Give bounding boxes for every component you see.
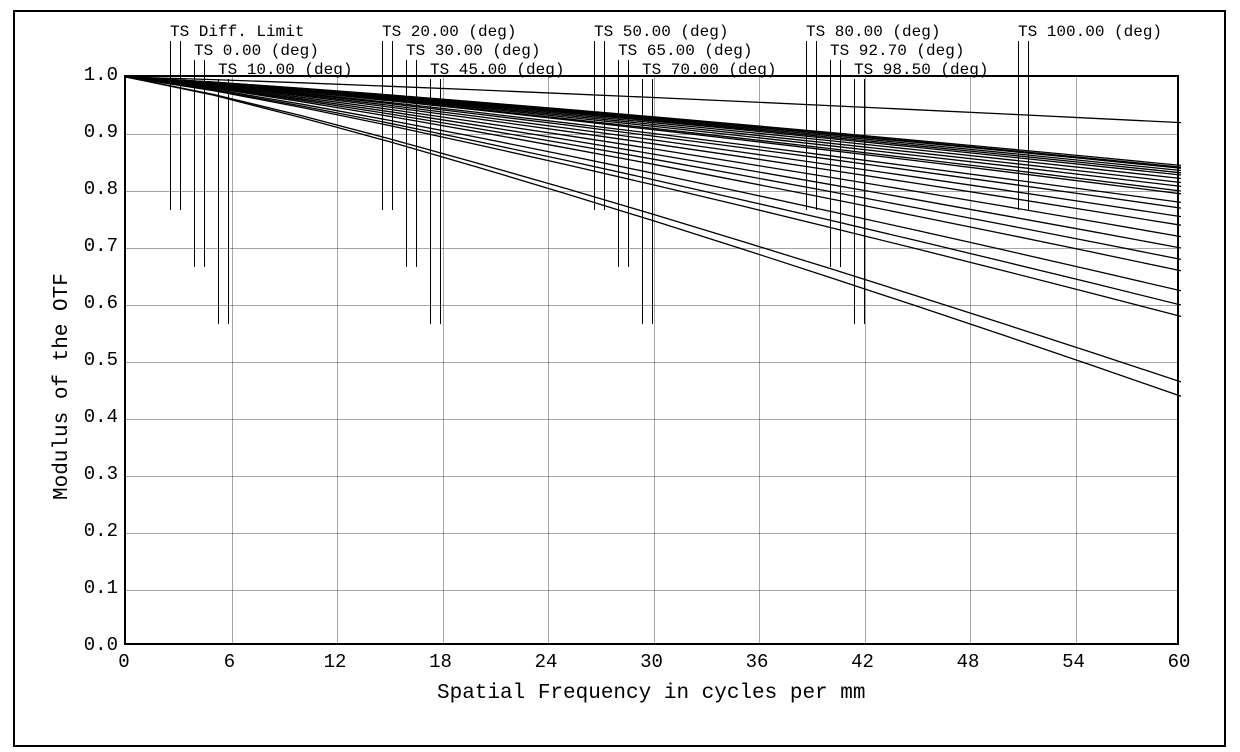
legend-tick bbox=[854, 79, 855, 324]
legend-label: TS 70.00 (deg) bbox=[642, 61, 776, 79]
gridline-v bbox=[1076, 77, 1077, 643]
legend-tick bbox=[228, 79, 229, 324]
legend-label: TS 100.00 (deg) bbox=[1018, 23, 1162, 41]
legend-label: TS 10.00 (deg) bbox=[218, 61, 352, 79]
legend-tick bbox=[816, 41, 817, 210]
legend-label: TS 80.00 (deg) bbox=[806, 23, 940, 41]
y-tick-label: 0.4 bbox=[80, 406, 118, 428]
legend-label: TS 50.00 (deg) bbox=[594, 23, 728, 41]
legend-label: TS 45.00 (deg) bbox=[430, 61, 564, 79]
x-tick-label: 42 bbox=[851, 651, 874, 673]
gridline-v bbox=[970, 77, 971, 643]
y-axis-label: Modulus of the OTF bbox=[51, 273, 74, 500]
gridline-v bbox=[337, 77, 338, 643]
legend-tick bbox=[170, 41, 171, 210]
gridline-h bbox=[126, 476, 1177, 477]
x-axis-label: Spatial Frequency in cycles per mm bbox=[437, 682, 865, 705]
legend-tick bbox=[864, 79, 865, 324]
legend-tick bbox=[430, 79, 431, 324]
y-tick-label: 0.0 bbox=[80, 634, 118, 656]
legend-tick bbox=[652, 79, 653, 324]
legend-tick bbox=[218, 79, 219, 324]
x-tick-label: 30 bbox=[640, 651, 663, 673]
x-tick-label: 54 bbox=[1062, 651, 1085, 673]
x-tick-label: 48 bbox=[957, 651, 980, 673]
legend-tick bbox=[594, 41, 595, 210]
y-tick-label: 0.9 bbox=[80, 121, 118, 143]
legend-tick bbox=[416, 60, 417, 267]
legend-tick bbox=[1018, 41, 1019, 210]
y-tick-label: 0.2 bbox=[80, 520, 118, 542]
legend-tick bbox=[642, 79, 643, 324]
legend-tick bbox=[1028, 41, 1029, 210]
chart-container: Spatial Frequency in cycles per mm Modul… bbox=[0, 0, 1240, 752]
gridline-h bbox=[126, 590, 1177, 591]
y-tick-label: 0.1 bbox=[80, 577, 118, 599]
y-tick-label: 0.6 bbox=[80, 292, 118, 314]
gridline-v bbox=[232, 77, 233, 643]
legend-tick bbox=[392, 41, 393, 210]
gridline-v bbox=[443, 77, 444, 643]
x-tick-label: 60 bbox=[1168, 651, 1191, 673]
gridline-v bbox=[548, 77, 549, 643]
legend-label: TS 20.00 (deg) bbox=[382, 23, 516, 41]
legend-tick bbox=[382, 41, 383, 210]
x-tick-label: 6 bbox=[224, 651, 235, 673]
gridline-v bbox=[759, 77, 760, 643]
gridline-v bbox=[654, 77, 655, 643]
legend-tick bbox=[628, 60, 629, 267]
y-tick-label: 0.5 bbox=[80, 349, 118, 371]
legend-tick bbox=[840, 60, 841, 267]
y-tick-label: 1.0 bbox=[80, 64, 118, 86]
legend-label: TS 30.00 (deg) bbox=[406, 42, 540, 60]
y-tick-label: 0.3 bbox=[80, 463, 118, 485]
legend-tick bbox=[618, 60, 619, 267]
legend-label: TS 65.00 (deg) bbox=[618, 42, 752, 60]
gridline-h bbox=[126, 362, 1177, 363]
x-tick-label: 0 bbox=[118, 651, 129, 673]
x-tick-label: 24 bbox=[535, 651, 558, 673]
legend-tick bbox=[830, 60, 831, 267]
legend-tick bbox=[204, 60, 205, 267]
legend-tick bbox=[194, 60, 195, 267]
legend-label: TS 92.70 (deg) bbox=[830, 42, 964, 60]
legend-tick bbox=[180, 41, 181, 210]
legend-tick bbox=[604, 41, 605, 210]
y-tick-label: 0.8 bbox=[80, 178, 118, 200]
x-tick-label: 36 bbox=[746, 651, 769, 673]
legend-tick bbox=[440, 79, 441, 324]
x-tick-label: 18 bbox=[429, 651, 452, 673]
gridline-h bbox=[126, 419, 1177, 420]
x-tick-label: 12 bbox=[324, 651, 347, 673]
legend-label: TS 98.50 (deg) bbox=[854, 61, 988, 79]
legend-tick bbox=[806, 41, 807, 210]
legend-tick bbox=[406, 60, 407, 267]
y-tick-label: 0.7 bbox=[80, 235, 118, 257]
gridline-h bbox=[126, 533, 1177, 534]
legend-label: TS 0.00 (deg) bbox=[194, 42, 319, 60]
legend-label: TS Diff. Limit bbox=[170, 23, 304, 41]
